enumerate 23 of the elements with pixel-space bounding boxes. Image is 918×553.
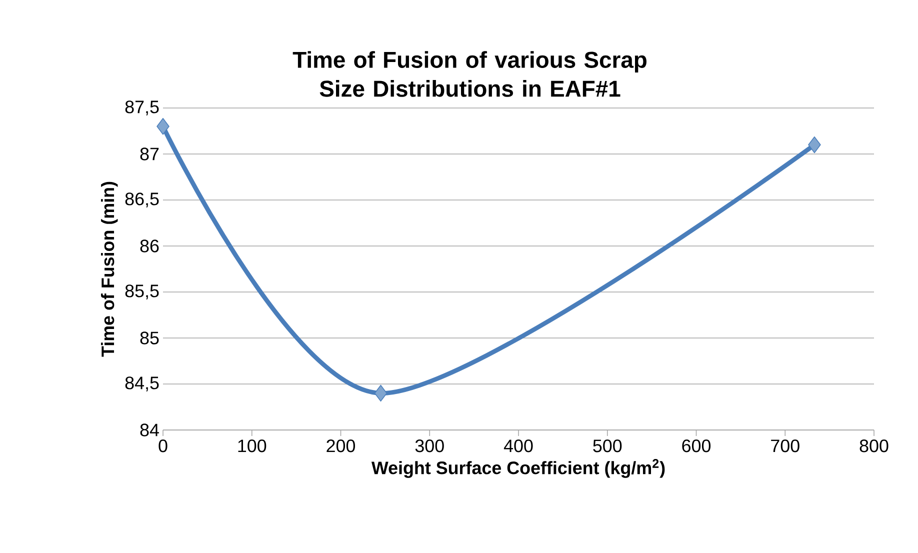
x-tick-label: 800 — [860, 440, 888, 452]
point — [156, 118, 170, 135]
chart-title: Time of Fusion of various Scrap Size Distributions in EAF#1 — [292, 51, 646, 97]
point — [374, 384, 388, 402]
y-tick-label: 87 — [140, 148, 159, 160]
x-tick-label: 200 — [326, 440, 356, 452]
x-tick-label: 400 — [504, 440, 533, 452]
x-tick-label: 0 — [158, 440, 168, 452]
x-tick-label: 300 — [415, 440, 444, 452]
point — [808, 136, 821, 154]
y-tick-label: 87,5 — [125, 100, 159, 116]
x-tick-label: 600 — [682, 440, 711, 452]
y-axis-title: Time of Fusion (min) — [101, 182, 118, 357]
y-tick-label: 84 — [140, 424, 159, 436]
x-tick-label: 500 — [593, 440, 622, 452]
y-tick-label: 86,5 — [125, 192, 159, 208]
y-tick-label: 85,5 — [125, 284, 159, 300]
x-tick-label: 700 — [771, 440, 800, 452]
y-tick-label: 84,5 — [125, 376, 159, 392]
x-axis-title: Weight Surface Coefficient (kg/m$^{2}$) — [371, 459, 665, 478]
x-tick-label: 100 — [238, 440, 266, 452]
y-tick-label: 86 — [140, 240, 159, 252]
y-tick-label: 85 — [140, 332, 159, 344]
